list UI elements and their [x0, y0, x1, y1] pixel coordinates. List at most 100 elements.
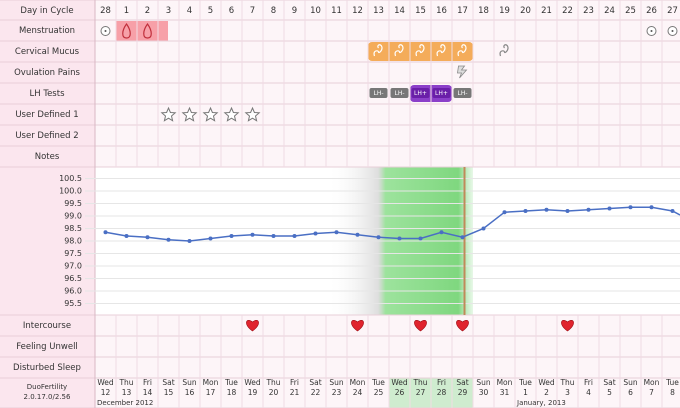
cycle-day: 9 — [292, 6, 297, 16]
y-tick-label: 97.0 — [64, 262, 82, 271]
date: 21 — [290, 388, 300, 397]
date: 6 — [628, 388, 633, 397]
date: 18 — [227, 388, 237, 397]
cycle-day: 3 — [166, 6, 171, 16]
row-label: Intercourse — [23, 321, 71, 331]
mucus-icon — [499, 44, 509, 57]
weekday: Wed — [97, 378, 114, 387]
cycle-day: 28 — [100, 6, 111, 16]
month-label: January, 2013 — [516, 399, 566, 407]
weekday: Fri — [290, 378, 299, 387]
cycle-day: 1 — [124, 6, 129, 16]
mucus-icon — [394, 44, 404, 57]
temperature-point — [586, 207, 591, 212]
menstruation-drop — [122, 22, 131, 39]
temperature-point — [460, 235, 465, 240]
lh-test-chip — [390, 88, 409, 98]
month-label: December 2012 — [97, 399, 153, 407]
temperature-point — [292, 234, 297, 238]
lh-test-chip — [453, 88, 472, 98]
date: 28 — [437, 388, 447, 397]
lh-test-label: LH- — [394, 90, 404, 97]
weekday: Thu — [412, 378, 427, 387]
date: 1 — [523, 388, 528, 397]
temperature-point — [355, 232, 360, 237]
temperature-point — [103, 230, 108, 235]
cycle-day: 12 — [352, 6, 363, 16]
date: 4 — [586, 388, 591, 397]
intercourse-heart — [246, 320, 259, 332]
weekday: Mon — [644, 378, 660, 387]
temperature-point — [145, 235, 150, 240]
date: 20 — [269, 388, 279, 397]
temperature-point — [439, 230, 444, 235]
y-tick-label: 97.5 — [64, 249, 82, 258]
weekday: Tue — [371, 378, 385, 387]
app-version: 2.0.17.0/2.56 — [24, 393, 71, 401]
cycle-day: 23 — [583, 6, 594, 16]
user-defined-star — [244, 106, 261, 122]
weekday: Sun — [623, 378, 638, 387]
weekday: Sun — [329, 378, 344, 387]
menstruation-drop — [143, 22, 152, 39]
date: 2 — [544, 388, 549, 397]
weekday: Sat — [603, 378, 615, 387]
cycle-day: 20 — [520, 6, 531, 16]
app-name: DuoFertility — [27, 383, 67, 391]
row-label: Notes — [35, 152, 60, 162]
menstruation-spotting-dot — [671, 30, 674, 32]
mucus-icon — [436, 44, 446, 57]
row-label: Menstruation — [19, 26, 75, 36]
weekday: Fri — [437, 378, 446, 387]
temperature-point — [187, 239, 192, 243]
lh-test-label: LH- — [373, 90, 383, 97]
menstruation-band — [116, 21, 168, 41]
weekday: Sat — [309, 378, 321, 387]
temperature-point — [649, 205, 654, 210]
temperature-point — [481, 226, 486, 231]
date: 27 — [416, 388, 426, 397]
date: 24 — [353, 388, 363, 397]
date: 13 — [122, 388, 132, 397]
lh-test-label: LH- — [457, 90, 467, 97]
cycle-day: 21 — [541, 6, 552, 16]
weekday: Tue — [518, 378, 532, 387]
weekday: Thu — [118, 378, 133, 387]
date: 17 — [206, 388, 216, 397]
cycle-day: 10 — [310, 6, 321, 16]
temperature-point — [376, 235, 381, 240]
y-tick-label: 95.5 — [64, 299, 82, 308]
mucus-icon — [457, 44, 467, 57]
temperature-point — [670, 209, 675, 213]
date: 31 — [500, 388, 510, 397]
weekday: Tue — [224, 378, 238, 387]
weekday: Sun — [182, 378, 197, 387]
cycle-day: 6 — [229, 6, 234, 16]
lh-test-label: LH+ — [435, 90, 448, 97]
temperature-point — [334, 230, 339, 235]
y-tick-label: 99.0 — [64, 212, 82, 221]
weekday: Fri — [143, 378, 152, 387]
date: 3 — [565, 388, 570, 397]
cycle-day: 15 — [415, 6, 426, 16]
weekday: Thu — [559, 378, 574, 387]
user-defined-star — [181, 106, 198, 122]
user-defined-star — [160, 106, 177, 122]
cycle-day: 4 — [187, 6, 192, 16]
date: 29 — [458, 388, 468, 397]
cycle-day: 24 — [604, 6, 615, 16]
temperature-point — [628, 205, 633, 210]
y-tick-label: 99.5 — [64, 199, 82, 208]
weekday: Mon — [497, 378, 513, 387]
date: 16 — [185, 388, 195, 397]
mucus-icon — [373, 44, 383, 57]
cycle-day: 27 — [667, 6, 678, 16]
temperature-point — [313, 231, 318, 236]
row-label: User Defined 2 — [15, 131, 78, 141]
temperature-point — [523, 209, 528, 213]
label-column — [0, 0, 95, 408]
intercourse-heart — [456, 320, 469, 332]
lh-test-chip — [369, 88, 388, 98]
row-label: Day in Cycle — [20, 6, 73, 16]
cycle-day: 19 — [499, 6, 510, 16]
